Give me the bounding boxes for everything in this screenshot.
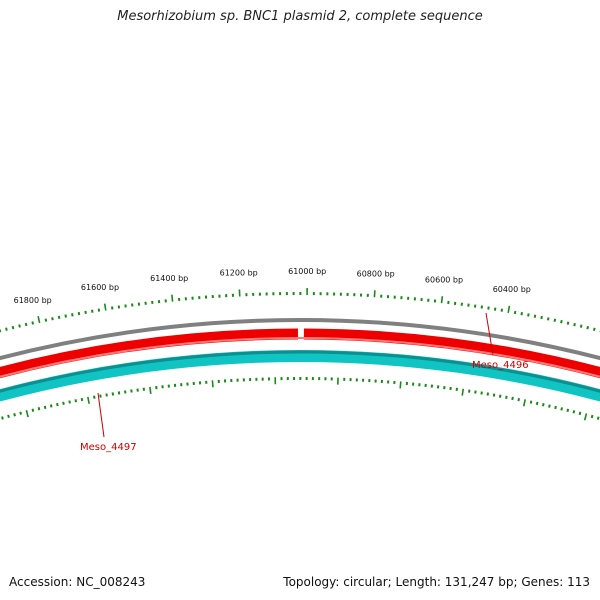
inner-minor-tick [49,404,53,408]
minor-tick [24,322,28,327]
forward-gene-highlight [0,337,600,378]
inner-minor-tick [31,408,35,412]
inner-minor-tick [80,397,84,402]
minor-tick [586,326,590,330]
major-tick [37,315,41,324]
major-tick [507,305,511,313]
minor-tick [592,327,596,332]
inner-minor-tick [548,404,551,408]
inner-minor-tick [529,400,533,404]
minor-tick [579,324,583,328]
tick-label: 60800 bp [357,269,395,278]
minor-tick [513,310,517,315]
forward-gene-segment-right[interactable] [303,328,600,509]
minor-tick [51,317,54,321]
inner-major-tick [583,413,588,421]
inner-minor-tick [542,403,545,407]
inner-minor-tick [74,399,78,403]
inner-minor-tick [13,413,16,417]
gene-label-leader-meso-4496 [485,312,494,356]
outer-scale-ticks [0,288,600,333]
minor-tick [560,320,563,324]
inner-major-tick [149,386,152,394]
minor-tick [44,318,48,322]
inner-major-tick [399,381,402,389]
minor-tick [520,312,524,316]
inner-minor-tick [560,407,563,411]
minor-tick [64,314,67,318]
tick-label: 61000 bp [288,267,326,276]
inner-minor-tick [535,401,539,406]
inner-minor-tick [511,396,514,401]
minor-tick [11,325,15,330]
inner-minor-tick [578,411,582,416]
forward-gene-segment-left[interactable] [0,328,298,380]
inner-major-tick [25,410,29,418]
inner-minor-tick [1,416,4,420]
gene-label-leader-meso-4497 [97,392,105,438]
minor-tick [71,313,74,317]
reverse-gene-band[interactable] [0,350,600,528]
scale-tick-labels: 61800 bp 61600 bp 61400 bp 61200 bp 61000 bp… [14,267,531,305]
map-title: Mesorhizobium sp. BNC1 plasmid 2, comple… [117,9,483,24]
minor-tick [57,315,61,320]
inner-minor-tick [43,405,47,410]
minor-tick [84,310,87,315]
inner-minor-tick [7,414,10,419]
minor-tick [5,327,8,331]
tick-label: 61200 bp [220,269,258,278]
inner-minor-tick [105,393,108,397]
gene-label-meso-4496[interactable]: Meso_4496 [472,360,529,371]
gene-label-meso-4497[interactable]: Meso_4497 [80,442,137,453]
inner-minor-tick [56,402,59,407]
minor-tick [573,322,576,327]
inner-minor-tick [572,410,576,414]
minor-tick [540,315,543,320]
inner-minor-tick [498,394,502,398]
minor-tick [546,317,550,321]
inner-minor-tick [517,397,520,402]
minor-tick [553,318,557,322]
inner-minor-tick [590,414,594,419]
tick-label: 60400 bp [493,285,531,294]
tick-label: 60600 bp [425,275,463,284]
inner-minor-tick [99,394,102,398]
inner-minor-tick [19,411,23,415]
inner-minor-tick [492,393,496,397]
minor-tick [91,309,94,313]
inner-major-tick [461,388,465,396]
inner-major-tick [211,380,214,388]
minor-tick [527,313,530,317]
minor-tick [31,321,34,325]
inner-minor-tick [554,405,557,410]
tick-label: 61800 bp [14,296,52,305]
topology-summary: Topology: circular; Length: 131,247 bp; … [283,575,590,589]
inner-major-tick [523,399,526,407]
minor-tick [566,321,570,325]
inner-minor-tick [596,416,600,420]
inner-major-tick [87,396,90,404]
tick-label: 61600 bp [81,283,119,292]
major-tick [440,296,444,304]
inner-minor-tick [566,408,570,413]
accession-text: Accession: NC_008243 [9,575,146,589]
inner-minor-tick [37,407,41,411]
minor-tick [18,324,21,328]
reverse-gene-edge [0,350,600,393]
inner-minor-tick [68,400,71,404]
minor-tick [77,311,81,316]
inner-minor-tick [93,395,96,399]
inner-minor-tick [505,395,508,399]
inner-scale-ticks [1,376,600,421]
major-tick [171,294,174,302]
tick-label: 61400 bp [150,274,188,283]
minor-tick [533,314,537,318]
plasmid-backbone [0,318,600,361]
inner-minor-tick [62,401,65,405]
major-tick [103,303,107,311]
